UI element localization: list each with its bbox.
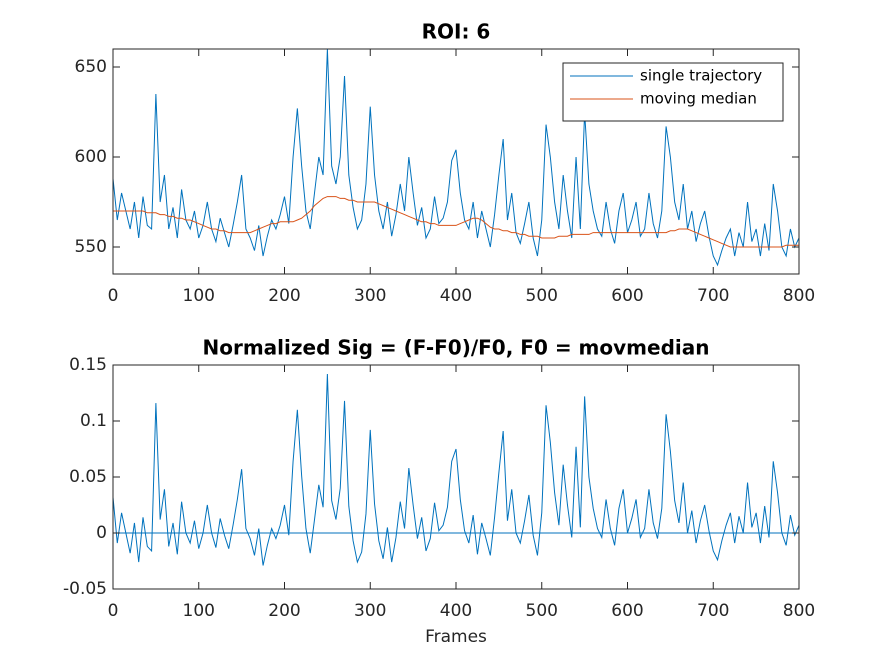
x-tick-label: 0 — [108, 601, 119, 621]
y-tick-label: 650 — [75, 57, 107, 77]
data-line — [113, 196, 799, 248]
x-tick-label: 700 — [697, 601, 729, 621]
axes-background — [113, 365, 799, 589]
y-tick-label: -0.05 — [63, 579, 107, 599]
data-line — [113, 373, 799, 566]
chart-title: Normalized Sig = (F-F0)/F0, F0 = movmedi… — [203, 336, 710, 360]
y-tick-label: 0.05 — [69, 467, 107, 487]
x-tick-label: 200 — [268, 286, 300, 306]
x-tick-label: 0 — [108, 286, 119, 306]
x-tick-label: 600 — [611, 286, 643, 306]
x-tick-label: 100 — [183, 286, 215, 306]
x-axis-label: Frames — [425, 627, 487, 647]
x-tick-label: 300 — [354, 286, 386, 306]
y-tick-label: 600 — [75, 147, 107, 167]
x-tick-label: 400 — [440, 286, 472, 306]
y-tick-label: 550 — [75, 237, 107, 257]
x-tick-label: 700 — [697, 286, 729, 306]
x-tick-label: 200 — [268, 601, 300, 621]
y-tick-label: 0.15 — [69, 355, 107, 375]
x-tick-label: 500 — [526, 286, 558, 306]
x-tick-label: 300 — [354, 601, 386, 621]
x-tick-label: 400 — [440, 601, 472, 621]
x-tick-label: 100 — [183, 601, 215, 621]
y-tick-label: 0 — [96, 523, 107, 543]
x-tick-label: 600 — [611, 601, 643, 621]
legend-label: moving median — [640, 90, 757, 108]
x-tick-label: 800 — [783, 601, 815, 621]
legend-label: single trajectory — [640, 67, 762, 85]
legend-box — [562, 62, 784, 122]
chart-title: ROI: 6 — [422, 20, 491, 44]
data-line — [113, 49, 799, 267]
y-tick-label: 0.1 — [80, 411, 107, 431]
x-tick-label: 500 — [526, 601, 558, 621]
x-tick-label: 800 — [783, 286, 815, 306]
